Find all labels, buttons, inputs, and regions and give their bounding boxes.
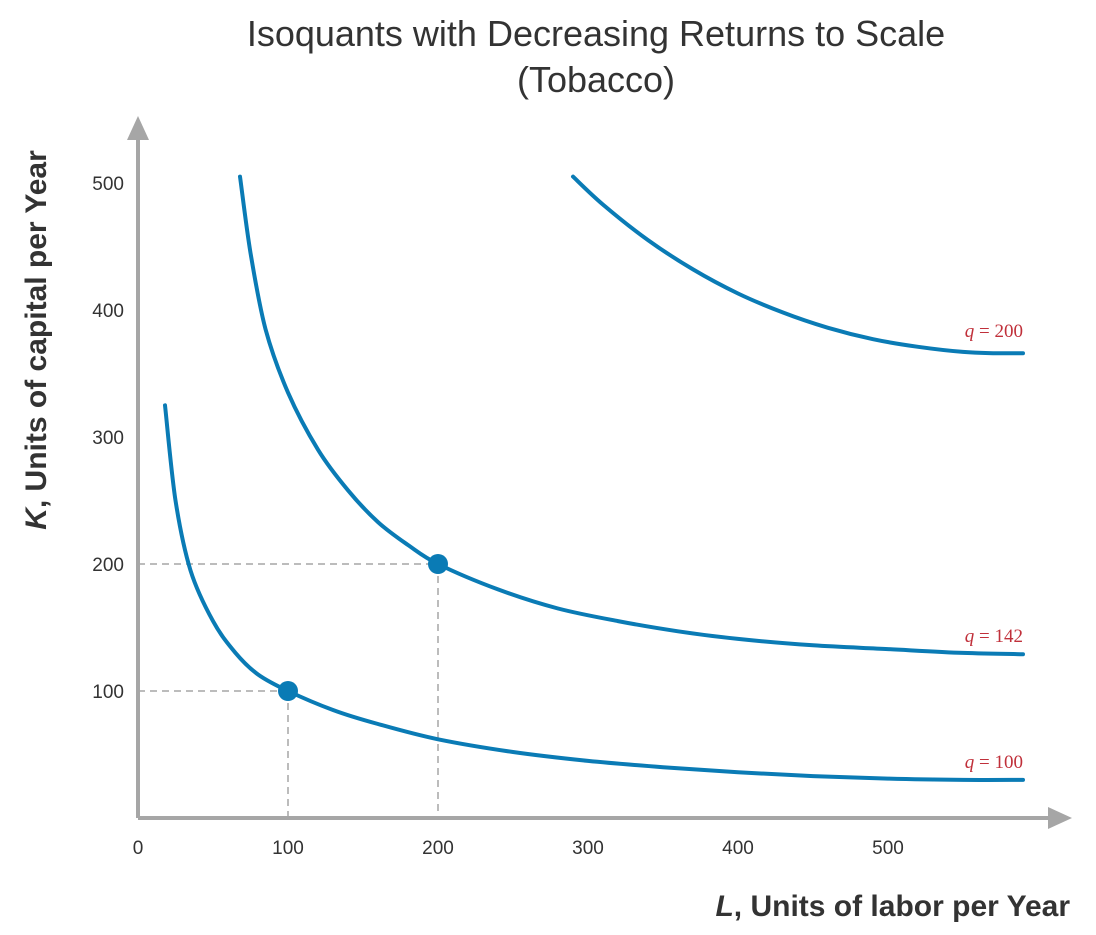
- y-axis-arrow: [127, 116, 149, 140]
- x-tick-label-200: 200: [422, 838, 454, 859]
- x-tick-label-0: 0: [133, 838, 144, 859]
- isoquant-label-1: q = 100: [965, 752, 1023, 773]
- isoquant-label-2: q = 142: [965, 626, 1023, 647]
- isoquant-label-3: q = 200: [965, 321, 1023, 342]
- y-tick-label-200: 200: [92, 555, 124, 576]
- x-tick-label-400: 400: [722, 838, 754, 859]
- chart-title: Isoquants with Decreasing Returns to Sca…: [247, 13, 945, 54]
- y-axis-text: , Units of capital per Year: [20, 150, 53, 508]
- highlight-point-1: [278, 681, 298, 701]
- x-tick-label-300: 300: [572, 838, 604, 859]
- isoquant-label-var-2: q: [965, 626, 975, 647]
- isoquant-curve-2: [238, 174, 1025, 657]
- isoquant-label-value-1: = 100: [974, 752, 1023, 773]
- x-tick-label-500: 500: [872, 838, 904, 859]
- y-tick-label-500: 500: [92, 174, 124, 195]
- isoquant-label-var-1: q: [965, 752, 975, 773]
- highlight-point-2: [428, 554, 448, 574]
- x-axis-label: L, Units of labor per Year: [715, 890, 1070, 923]
- tick-labels: 0 100 200 300 400 500 100 200 300 400 500: [92, 174, 904, 859]
- x-axis-arrow: [1048, 807, 1072, 829]
- x-axis-text: , Units of labor per Year: [734, 890, 1071, 923]
- highlight-points: [278, 554, 448, 701]
- y-axis-var: K: [20, 506, 53, 530]
- y-axis-label: K, Units of capital per Year: [20, 150, 53, 530]
- y-tick-label-400: 400: [92, 301, 124, 322]
- chart-subtitle: (Tobacco): [517, 59, 675, 100]
- x-axis-var: L: [715, 890, 733, 923]
- isoquant-curve-3: [571, 174, 1025, 356]
- isoquant-label-var-3: q: [965, 321, 975, 342]
- isoquant-label-value-3: = 200: [974, 321, 1023, 342]
- isoquant-curve-1: [163, 403, 1025, 782]
- y-tick-label-300: 300: [92, 428, 124, 449]
- isoquant-label-value-2: = 142: [974, 626, 1023, 647]
- x-tick-label-100: 100: [272, 838, 304, 859]
- axes: [127, 116, 1072, 829]
- y-tick-label-100: 100: [92, 682, 124, 703]
